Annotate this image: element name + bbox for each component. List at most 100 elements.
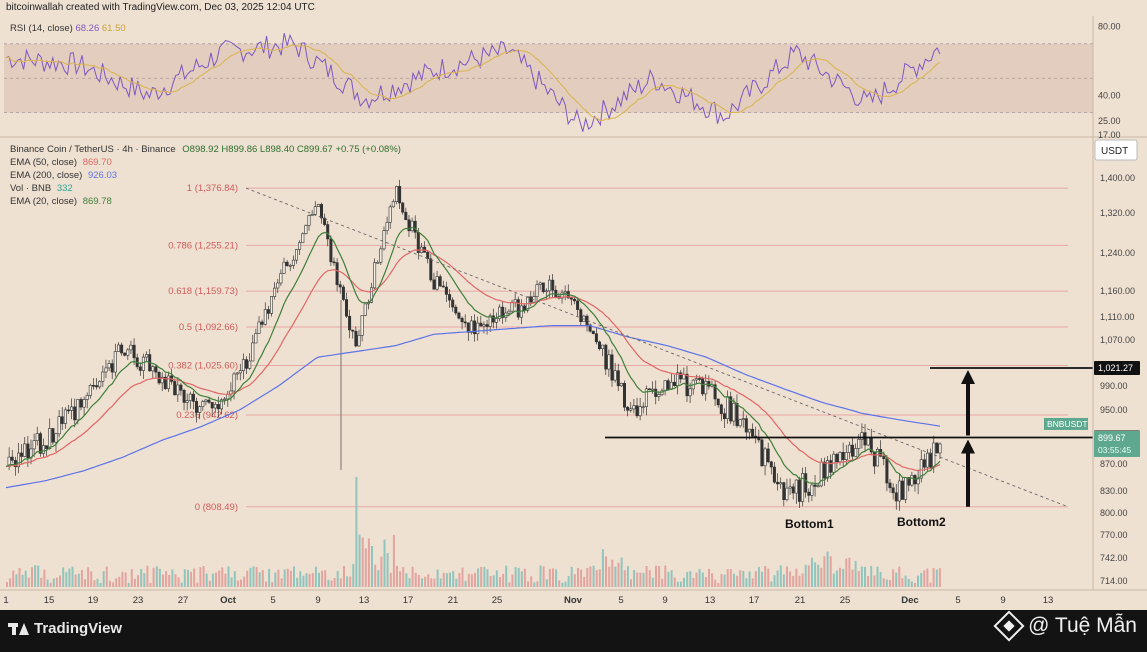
volume-bar	[580, 569, 583, 587]
fib-level-label: 0.5 (1,092.66)	[179, 322, 238, 333]
candle-body	[117, 344, 121, 352]
volume-bar	[520, 571, 523, 587]
volume-bar	[661, 578, 664, 587]
volume-bar	[630, 579, 632, 587]
time-tick-label: 9	[1000, 595, 1005, 606]
candle-body	[435, 276, 439, 290]
volume-bar	[355, 477, 358, 587]
volume-bar	[392, 534, 395, 587]
volume-bar	[720, 574, 723, 587]
candle-body	[110, 363, 114, 373]
volume-bar	[321, 570, 324, 587]
candle-body	[641, 406, 645, 409]
volume-bar	[595, 570, 598, 587]
vol-legend: Vol · BNB 332	[10, 183, 73, 194]
volume-bar	[598, 569, 601, 587]
volume-bar	[80, 569, 83, 587]
volume-bar	[149, 582, 152, 587]
volume-bar	[296, 577, 299, 587]
candle-body	[644, 388, 648, 407]
candle-body	[251, 342, 255, 362]
countdown-tag: 03:55:45	[1098, 445, 1131, 455]
volume-bar	[277, 569, 280, 587]
candle-body	[35, 433, 39, 441]
candle-body	[766, 448, 770, 463]
candle-body	[369, 287, 373, 303]
volume-bar	[789, 571, 792, 587]
volume-bar	[851, 569, 854, 587]
candle-body	[85, 395, 89, 400]
candle-body	[726, 396, 730, 420]
candle-body	[429, 258, 433, 281]
time-tick-label: 15	[44, 595, 55, 606]
time-tick-label: Oct	[220, 595, 237, 606]
chart-canvas[interactable]: 1 (1,376.84) 0.786 (1,255.21) 0.618 (1,159…	[0, 0, 1147, 610]
volume-bar	[467, 573, 470, 587]
volume-bar	[168, 575, 171, 587]
ohlc-readout: O898.92 H899.86 L898.40 C899.67 +0.75 (+…	[182, 144, 401, 155]
candle-body	[551, 279, 555, 291]
volume-bar	[158, 568, 161, 587]
volume-bar	[349, 576, 352, 587]
candle-body	[498, 306, 502, 319]
candle-body	[604, 344, 608, 370]
candle-body	[857, 439, 861, 449]
candle-body	[469, 320, 473, 333]
volume-bar	[832, 573, 835, 587]
candle-body	[154, 366, 158, 373]
volume-bar	[215, 572, 217, 587]
candle-body	[885, 458, 889, 484]
volume-bar	[243, 576, 246, 587]
volume-bar	[18, 568, 21, 587]
volume-bar	[761, 571, 763, 587]
candle-body	[825, 460, 829, 479]
candle-body	[672, 381, 676, 387]
volume-bar	[271, 582, 274, 587]
candle-body	[610, 354, 614, 381]
price-tick-label: 770.00	[1100, 530, 1128, 540]
candle-body	[132, 344, 136, 359]
volume-bar	[492, 575, 495, 587]
candle-body	[223, 398, 227, 401]
candle-body	[32, 440, 36, 450]
volume-bar	[268, 568, 271, 587]
candle-body	[382, 230, 386, 250]
candle-body	[697, 378, 701, 380]
candle-body	[819, 461, 823, 487]
candle-body	[676, 372, 680, 386]
candle-body	[179, 384, 183, 391]
volume-bar	[567, 576, 570, 587]
volume-bar	[155, 566, 158, 587]
volume-bar	[773, 575, 776, 587]
volume-bar	[218, 570, 221, 587]
volume-bar	[65, 572, 68, 587]
candle-body	[26, 443, 30, 459]
volume-bar	[240, 579, 242, 587]
symbol-title: Binance Coin / TetherUS · 4h · Binance	[10, 144, 176, 155]
volume-bar	[686, 572, 689, 587]
volume-bar	[658, 565, 661, 587]
volume-bar	[77, 573, 80, 587]
candle-body	[510, 301, 514, 312]
candle-body	[319, 204, 323, 219]
candle-body	[810, 484, 814, 496]
volume-bar	[37, 565, 40, 587]
candle-body	[448, 294, 452, 301]
volume-bar	[611, 559, 614, 587]
volume-bar	[93, 580, 96, 587]
rsi-pane	[0, 16, 1147, 610]
volume-bar	[801, 573, 804, 587]
candle-body	[123, 352, 127, 356]
candle-body	[173, 381, 177, 396]
volume-bar	[59, 575, 61, 587]
volume-bar	[820, 567, 823, 587]
volume-bar	[6, 582, 8, 587]
time-tick-label: 21	[448, 595, 459, 606]
volume-bar	[236, 580, 239, 587]
candle-body	[307, 215, 311, 226]
candle-body	[398, 186, 402, 204]
volume-bar	[620, 557, 623, 587]
ema50-label: EMA (50, close)	[10, 157, 78, 168]
volume-bar	[430, 578, 433, 587]
volume-bar	[857, 570, 860, 587]
